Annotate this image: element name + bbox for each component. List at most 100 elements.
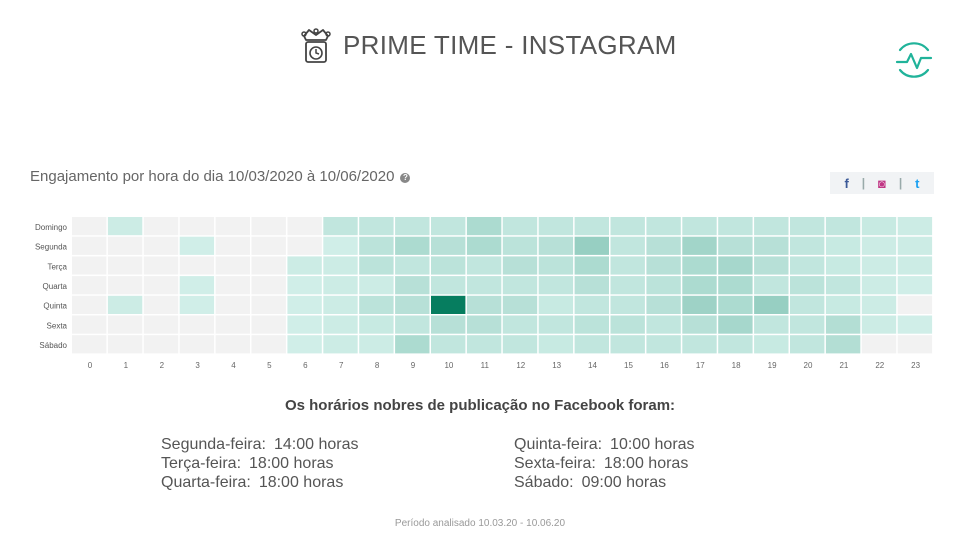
- heatmap-cell[interactable]: [431, 315, 466, 334]
- heatmap-cell[interactable]: [359, 335, 394, 354]
- heatmap-cell[interactable]: [251, 295, 286, 314]
- heatmap-cell[interactable]: [395, 335, 430, 354]
- heatmap-cell[interactable]: [143, 335, 179, 354]
- heatmap-cell[interactable]: [323, 335, 358, 354]
- heatmap-cell[interactable]: [825, 236, 861, 255]
- heatmap-cell[interactable]: [466, 236, 502, 255]
- heatmap-cell[interactable]: [861, 236, 897, 255]
- twitter-icon[interactable]: t: [915, 175, 920, 191]
- heatmap-cell[interactable]: [574, 236, 609, 255]
- heatmap-cell[interactable]: [897, 217, 933, 236]
- heatmap-cell[interactable]: [359, 256, 394, 275]
- heatmap-cell[interactable]: [251, 217, 286, 236]
- heatmap-cell[interactable]: [682, 256, 717, 275]
- heatmap-cell[interactable]: [431, 217, 466, 236]
- heatmap-cell[interactable]: [431, 295, 466, 314]
- heatmap-cell[interactable]: [323, 236, 358, 255]
- heatmap-cell[interactable]: [646, 276, 681, 295]
- heatmap-cell[interactable]: [431, 335, 466, 354]
- heatmap-cell[interactable]: [143, 315, 179, 334]
- heatmap-cell[interactable]: [251, 256, 286, 275]
- heatmap-cell[interactable]: [395, 236, 430, 255]
- heatmap-cell[interactable]: [287, 276, 322, 295]
- heatmap-cell[interactable]: [466, 295, 502, 314]
- heatmap-cell[interactable]: [825, 335, 861, 354]
- heatmap-cell[interactable]: [215, 217, 250, 236]
- heatmap-cell[interactable]: [107, 295, 143, 314]
- heatmap-cell[interactable]: [143, 256, 179, 275]
- heatmap-cell[interactable]: [502, 256, 538, 275]
- heatmap-cell[interactable]: [538, 217, 574, 236]
- facebook-icon[interactable]: f: [844, 175, 849, 191]
- heatmap-cell[interactable]: [215, 315, 250, 334]
- heatmap-cell[interactable]: [431, 276, 466, 295]
- heatmap-cell[interactable]: [718, 236, 753, 255]
- heatmap-cell[interactable]: [502, 315, 538, 334]
- heatmap-cell[interactable]: [107, 335, 143, 354]
- heatmap-cell[interactable]: [179, 295, 215, 314]
- heatmap-cell[interactable]: [897, 295, 933, 314]
- heatmap-cell[interactable]: [466, 276, 502, 295]
- heatmap-cell[interactable]: [861, 295, 897, 314]
- heatmap-cell[interactable]: [682, 315, 717, 334]
- heatmap-cell[interactable]: [251, 236, 286, 255]
- heatmap-cell[interactable]: [143, 295, 179, 314]
- heatmap-cell[interactable]: [610, 295, 645, 314]
- heatmap-cell[interactable]: [610, 217, 645, 236]
- heatmap-cell[interactable]: [646, 256, 681, 275]
- heatmap-cell[interactable]: [718, 217, 753, 236]
- heatmap-cell[interactable]: [718, 335, 753, 354]
- heatmap-cell[interactable]: [72, 315, 107, 334]
- heatmap-cell[interactable]: [790, 276, 825, 295]
- heatmap-cell[interactable]: [179, 236, 215, 255]
- heatmap-cell[interactable]: [646, 236, 681, 255]
- heatmap-cell[interactable]: [718, 256, 753, 275]
- heatmap-cell[interactable]: [359, 276, 394, 295]
- heatmap-cell[interactable]: [897, 256, 933, 275]
- heatmap-cell[interactable]: [143, 276, 179, 295]
- heatmap-cell[interactable]: [790, 295, 825, 314]
- heatmap-cell[interactable]: [143, 236, 179, 255]
- heatmap-cell[interactable]: [754, 276, 789, 295]
- heatmap-cell[interactable]: [646, 315, 681, 334]
- heatmap-cell[interactable]: [718, 315, 753, 334]
- heatmap-cell[interactable]: [323, 217, 358, 236]
- heatmap-cell[interactable]: [574, 276, 609, 295]
- heatmap-cell[interactable]: [72, 276, 107, 295]
- heatmap-cell[interactable]: [861, 315, 897, 334]
- heatmap-cell[interactable]: [538, 256, 574, 275]
- heatmap-cell[interactable]: [466, 217, 502, 236]
- heatmap-cell[interactable]: [610, 276, 645, 295]
- heatmap-cell[interactable]: [610, 256, 645, 275]
- heatmap-cell[interactable]: [395, 256, 430, 275]
- heatmap-cell[interactable]: [790, 256, 825, 275]
- heatmap-cell[interactable]: [718, 276, 753, 295]
- heatmap-cell[interactable]: [107, 315, 143, 334]
- heatmap-cell[interactable]: [825, 295, 861, 314]
- heatmap-cell[interactable]: [502, 236, 538, 255]
- heatmap-cell[interactable]: [359, 295, 394, 314]
- heatmap-cell[interactable]: [179, 335, 215, 354]
- heatmap-cell[interactable]: [646, 335, 681, 354]
- heatmap-cell[interactable]: [359, 315, 394, 334]
- heatmap-cell[interactable]: [72, 217, 107, 236]
- heatmap-cell[interactable]: [574, 335, 609, 354]
- heatmap-cell[interactable]: [790, 236, 825, 255]
- heatmap-cell[interactable]: [574, 295, 609, 314]
- heatmap-cell[interactable]: [287, 256, 322, 275]
- heatmap-cell[interactable]: [323, 315, 358, 334]
- heatmap-cell[interactable]: [790, 315, 825, 334]
- heatmap-cell[interactable]: [323, 256, 358, 275]
- heatmap-cell[interactable]: [610, 236, 645, 255]
- heatmap-cell[interactable]: [215, 335, 250, 354]
- heatmap-cell[interactable]: [431, 256, 466, 275]
- heatmap-cell[interactable]: [323, 295, 358, 314]
- heatmap-cell[interactable]: [143, 217, 179, 236]
- heatmap-cell[interactable]: [251, 276, 286, 295]
- heatmap-cell[interactable]: [287, 315, 322, 334]
- heatmap-cell[interactable]: [466, 256, 502, 275]
- heatmap-cell[interactable]: [574, 256, 609, 275]
- heatmap-cell[interactable]: [179, 315, 215, 334]
- heatmap-cell[interactable]: [610, 315, 645, 334]
- heatmap-cell[interactable]: [682, 276, 717, 295]
